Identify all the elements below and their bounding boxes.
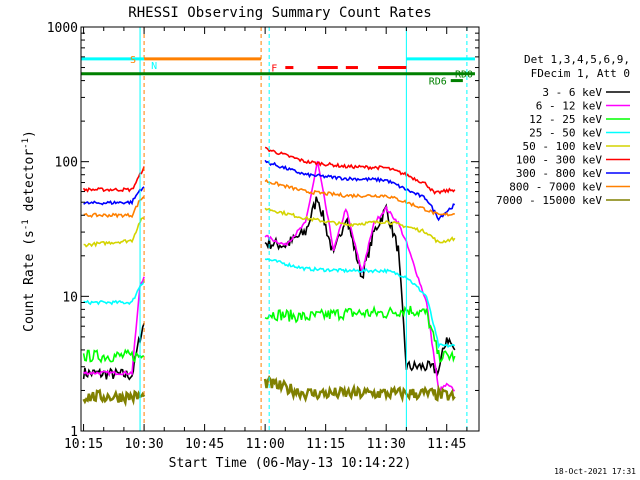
series-line-2 — [82, 348, 145, 364]
series-line-6 — [264, 159, 456, 222]
series-line-7 — [264, 178, 455, 217]
y-tick-label-3: 1000 — [47, 21, 78, 36]
series-line-6 — [83, 186, 145, 206]
y-tick-label-0: 1 — [70, 425, 78, 440]
timestamp: 18-Oct-2021 17:31 — [554, 467, 636, 476]
plot-frame — [80, 26, 480, 432]
y-label-main: Count Rate (s — [22, 230, 37, 332]
series-line-4 — [83, 217, 145, 248]
series-line-3 — [264, 258, 456, 349]
series-line-5 — [264, 146, 456, 195]
y-label-sup2: -1 — [21, 138, 31, 149]
x-tick-label-6: 11:45 — [427, 437, 466, 452]
legend-label-6: 300 - 800 keV — [516, 167, 602, 180]
flag-label-F: F — [271, 64, 277, 75]
series-line-1 — [83, 276, 145, 377]
series-line-8 — [263, 375, 456, 404]
y-label-mid: detector — [22, 149, 37, 220]
series-line-8 — [82, 388, 146, 408]
legend-label-8: 7000 - 15000 keV — [496, 194, 602, 207]
series-line-0 — [264, 196, 456, 378]
y-label-end: ) — [22, 130, 37, 138]
x-tick-label-2: 10:45 — [185, 437, 224, 452]
x-tick-label-4: 11:15 — [306, 437, 345, 452]
flag-label-S: S — [130, 55, 136, 66]
legend: Det 1,3,4,5,6,9, FDecim 1, Att 0 3 - 6 k… — [496, 53, 630, 207]
x-tick-label-0: 10:15 — [64, 437, 103, 452]
legend-label-5: 100 - 300 keV — [516, 154, 602, 167]
x-axis: 10:15 10:30 10:45 11:00 11:15 11:30 11:45 — [64, 27, 468, 452]
series-line-3 — [83, 280, 145, 306]
legend-label-3: 25 - 50 keV — [529, 127, 602, 140]
flag-label-RD0: RD0 — [455, 70, 473, 81]
flag-label-N: N — [151, 61, 157, 72]
legend-label-2: 12 - 25 keV — [529, 113, 602, 126]
y-tick-label-2: 100 — [55, 156, 78, 171]
series-line-4 — [264, 207, 456, 244]
series-line-5 — [82, 166, 145, 193]
y-axis-label: Count Rate (s-1 detector-1) — [21, 130, 37, 332]
legend-header-2: FDecim 1, Att 0 — [531, 67, 630, 80]
series-line-2 — [264, 304, 456, 364]
x-tick-label-5: 11:30 — [367, 437, 406, 452]
legend-header-1: Det 1,3,4,5,6,9, — [524, 53, 630, 66]
plot-area — [81, 27, 475, 431]
chart-title: RHESSI Observing Summary Count Rates — [128, 5, 431, 21]
legend-label-4: 50 - 100 keV — [523, 140, 603, 153]
legend-label-1: 6 - 12 keV — [536, 100, 603, 113]
series-line-0 — [82, 323, 145, 381]
x-tick-label-1: 10:30 — [125, 437, 164, 452]
x-axis-label: Start Time (06-May-13 10:14:22) — [169, 456, 412, 471]
x-tick-label-3: 11:00 — [246, 437, 285, 452]
y-tick-label-1: 10 — [62, 290, 78, 305]
legend-label-0: 3 - 6 keV — [542, 86, 602, 99]
flag-label-RD6: RD6 — [429, 77, 447, 88]
series-line-7 — [83, 195, 145, 219]
legend-label-7: 800 - 7000 keV — [509, 181, 602, 194]
y-axis: 1 10 100 1000 — [47, 21, 479, 440]
y-label-sup1: -1 — [21, 219, 31, 230]
